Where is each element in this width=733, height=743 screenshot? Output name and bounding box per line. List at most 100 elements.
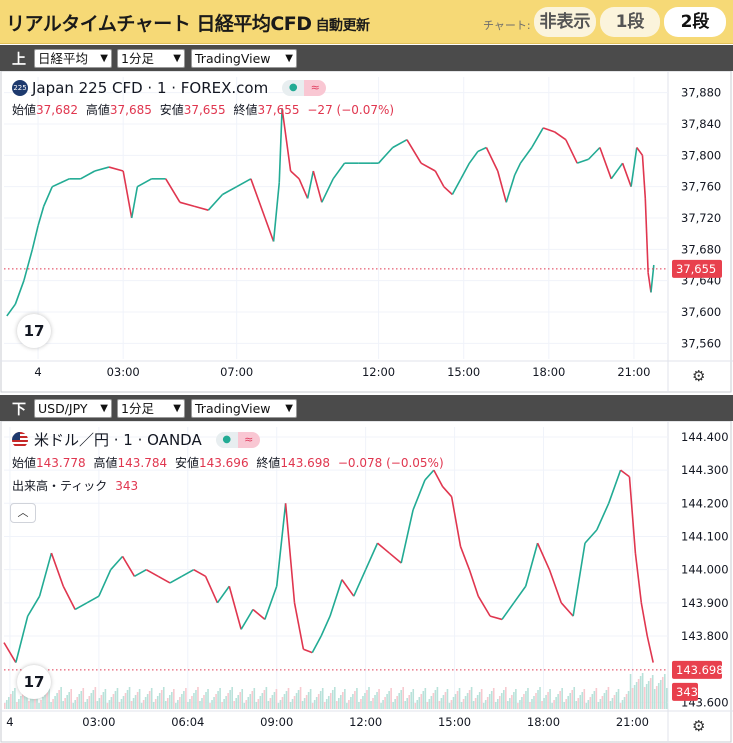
lower-volume-bar — [647, 681, 650, 709]
tradingview-logo-icon[interactable]: 17 — [17, 314, 51, 348]
lower-volume-bar — [661, 677, 664, 709]
lower-volume-bar — [372, 698, 374, 709]
lower-volume-bar — [106, 703, 109, 709]
upper-y-tick-label: 37,800 — [681, 148, 721, 162]
lower-volume-bar — [657, 683, 660, 709]
lower-price-segment — [596, 502, 610, 531]
lower-price-chart[interactable]: 144.400 144.300 144.200 144.100 144.000 143.9… — [0, 421, 733, 743]
upper-price-segment — [94, 166, 110, 172]
lower-volume-bar — [478, 692, 481, 709]
lower-x-tick-label: 4 — [6, 715, 13, 729]
lower-volume-bar — [66, 695, 68, 709]
lower-price-segment — [157, 575, 171, 584]
upper-y-tick-label: 37,720 — [681, 211, 721, 225]
upper-price-segment — [496, 170, 508, 203]
lower-volume-bar — [527, 688, 529, 709]
lower-volume-bar — [92, 690, 95, 709]
lower-volume-bar — [416, 700, 419, 709]
upper-price-segment — [468, 150, 479, 164]
lower-volume-bar — [364, 693, 366, 709]
upper-last-price-box — [672, 259, 722, 278]
lower-volume-bar — [498, 696, 501, 709]
lower-volume-bar — [362, 696, 364, 709]
lower-volume-bar — [410, 692, 413, 709]
one-row-button[interactable]: 1段 — [600, 7, 660, 37]
upper-source-select[interactable]: TradingView ▼ — [191, 49, 297, 68]
upper-y-tick-label: 37,600 — [681, 305, 721, 319]
market-status-pill[interactable]: ● ≈ — [282, 80, 327, 96]
lower-settings-gear-icon[interactable]: ⚙ — [692, 717, 706, 735]
lower-volume-bar — [350, 697, 352, 709]
lower-price-segment — [3, 642, 17, 663]
lower-y-tick-label: 143.900 — [681, 596, 729, 610]
collapse-legend-button[interactable]: ︿ — [10, 503, 36, 523]
upper-price-segment — [451, 178, 462, 195]
lower-volume-bar — [633, 685, 636, 709]
lower-interval-select[interactable]: 1分足 ▼ — [117, 399, 185, 418]
lower-price-segment — [216, 585, 230, 604]
upper-price-segment — [576, 158, 589, 164]
tradingview-logo-icon[interactable]: 17 — [17, 665, 51, 699]
upper-price-segment — [599, 147, 613, 180]
lower-volume-bar — [267, 701, 270, 709]
lower-price-segment — [240, 609, 254, 630]
lower-price-segment — [424, 469, 435, 481]
lower-price-segment — [640, 602, 649, 637]
lower-volume-bar — [150, 688, 153, 709]
lower-volume-bar — [263, 690, 266, 709]
lower-volume-bar — [128, 687, 131, 709]
lower-volume-bar — [559, 691, 561, 709]
upper-x-tick-label: 18:00 — [532, 365, 565, 379]
market-status-pill[interactable]: ● ≈ — [215, 431, 260, 448]
upper-price-segment — [31, 225, 39, 250]
lower-volume-bar — [136, 692, 139, 709]
lower-volume-bar — [142, 700, 145, 709]
lower-volume-bar — [205, 692, 207, 709]
lower-volume-bar — [301, 701, 304, 709]
lower-volume-bar — [245, 700, 248, 709]
lower-price-segment — [353, 569, 367, 597]
lower-volume-bar — [398, 693, 400, 709]
upper-price-segment — [406, 139, 422, 164]
lower-volume-bar — [470, 687, 473, 709]
lower-volume-bar — [325, 699, 328, 709]
lower-volume-bar — [635, 682, 638, 709]
lower-volume-bar — [52, 699, 54, 709]
lower-volume-bar — [452, 697, 455, 709]
lower-volume-bar — [525, 691, 527, 709]
lower-volume-bar — [346, 703, 348, 709]
upper-price-segment — [610, 162, 624, 180]
market-open-dot-icon: ● — [215, 431, 238, 448]
lower-volume-bar — [295, 693, 298, 709]
lower-volume-bar — [356, 688, 358, 709]
upper-chart-panel[interactable]: 37,880 37,840 37,800 37,760 37,720 37,680 37,6… — [0, 71, 733, 393]
two-row-button[interactable]: 2段 — [664, 7, 726, 37]
hide-chart-button[interactable]: 非表示 — [534, 7, 596, 37]
lower-volume-bar — [537, 690, 539, 709]
lower-volume-bar — [651, 675, 654, 709]
lower-source-select[interactable]: TradingView ▼ — [191, 399, 297, 418]
lower-volume-bar — [195, 690, 197, 709]
upper-interval-select[interactable]: 1分足 ▼ — [117, 49, 185, 68]
upper-price-chart[interactable]: 37,880 37,840 37,800 37,760 37,720 37,680 37,6… — [0, 71, 733, 393]
lower-volume-bar — [80, 691, 83, 709]
lower-volume-bar — [311, 703, 314, 709]
upper-settings-gear-icon[interactable]: ⚙ — [692, 367, 706, 385]
lower-volume-bar — [114, 691, 117, 709]
upper-price-segment — [460, 162, 471, 180]
lower-volume-bar — [402, 687, 404, 709]
upper-symbol-select[interactable]: 日経平均 ▼ — [34, 49, 112, 68]
lower-chart-panel[interactable]: 144.400 144.300 144.200 144.100 144.000 143.9… — [0, 421, 733, 743]
lower-volume-bar — [549, 689, 551, 709]
chevron-up-icon: ︿ — [17, 506, 29, 519]
upper-price-segment — [587, 146, 601, 160]
upper-price-segment — [630, 147, 638, 187]
upper-price-segment — [641, 155, 647, 199]
lower-volume-bar — [655, 686, 658, 709]
lower-volume-bar — [26, 687, 28, 709]
lower-volume-bar — [440, 698, 443, 709]
lower-symbol-select[interactable]: USD/JPY ▼ — [34, 399, 112, 418]
lower-volume-bar — [430, 696, 433, 709]
lower-volume-bar — [329, 693, 332, 709]
lower-volume-bar — [376, 692, 378, 709]
